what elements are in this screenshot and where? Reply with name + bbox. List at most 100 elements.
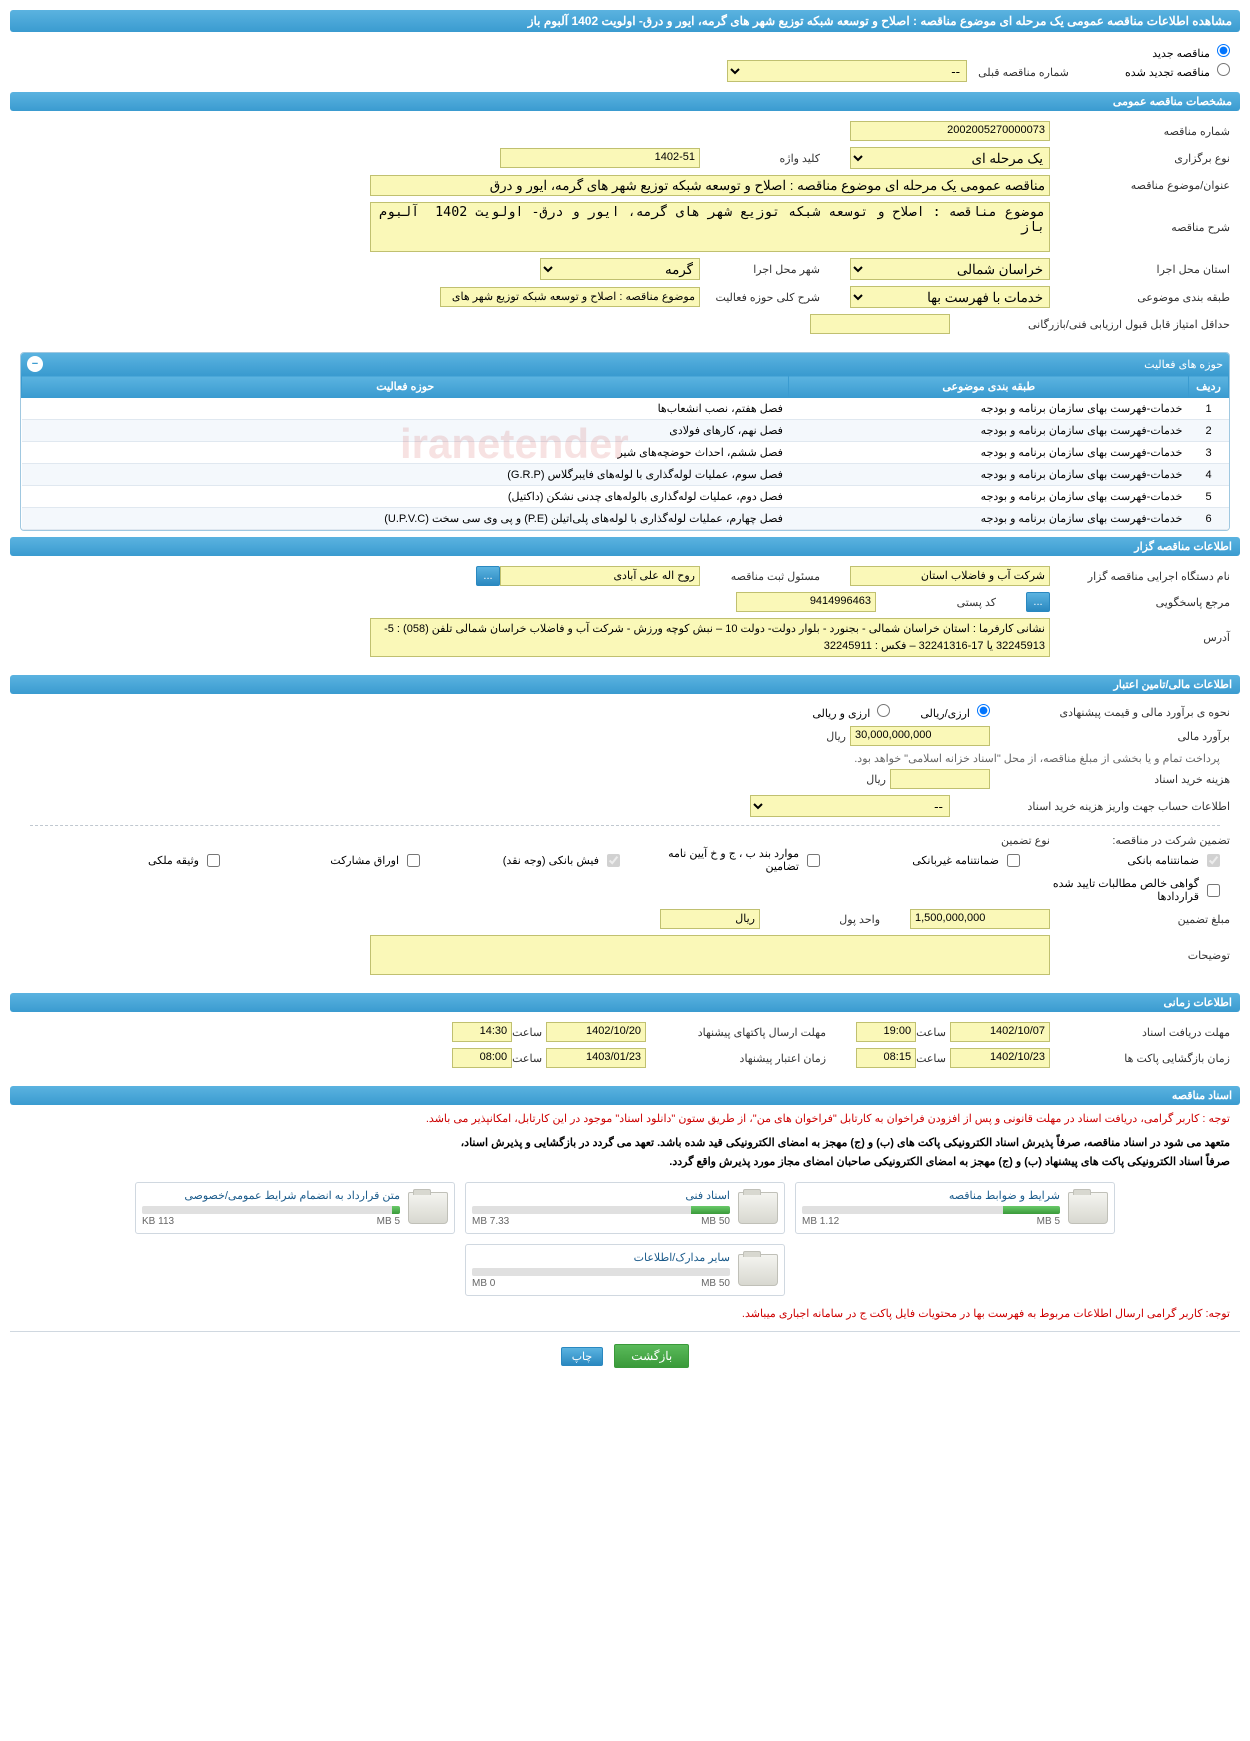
biddeadline-time: 14:30 [452, 1022, 512, 1042]
row-num: 6 [1189, 508, 1229, 530]
doc-card[interactable]: سایر مدارک/اطلاعات 50 MB0 MB [465, 1244, 785, 1296]
province-select[interactable]: خراسان شمالی [850, 258, 1050, 280]
notes-textarea[interactable] [370, 935, 1050, 975]
doc-title: متن قرارداد به انضمام شرایط عمومی/خصوصی [142, 1189, 400, 1202]
address-label: آدرس [1050, 631, 1230, 644]
row-category: خدمات-فهرست بهای سازمان برنامه و بودجه [789, 508, 1189, 530]
scope-label: شرح کلی حوزه فعالیت [700, 291, 820, 304]
chk-items-regulation[interactable]: موارد بند ب ، ج و خ آیین نامه تضامین [640, 847, 820, 873]
time-label-3: ساعت [916, 1052, 946, 1065]
chk-securities[interactable]: اوراق مشارکت [240, 847, 420, 873]
table-row: 6 خدمات-فهرست بهای سازمان برنامه و بودجه… [22, 508, 1229, 530]
chk-claims-cert[interactable]: گواهی خالص مطالبات تایید شده قراردادها [1040, 877, 1220, 903]
doc-info: اسناد فنی 50 MB7.33 MB [472, 1189, 730, 1227]
doc-sizes: 5 MB1.12 MB [802, 1216, 1060, 1227]
biddeadline-date: 1402/10/20 [546, 1022, 646, 1042]
doc-card[interactable]: شرایط و ضوابط مناقصه 5 MB1.12 MB [795, 1182, 1115, 1234]
rial-label-1: ریال [826, 730, 846, 743]
collapse-icon[interactable]: − [27, 356, 43, 372]
title-input[interactable] [370, 175, 1050, 196]
time-label-4: ساعت [512, 1052, 542, 1065]
col-row: ردیف [1189, 376, 1229, 398]
radio-new-tender[interactable]: مناقصه جدید [1152, 48, 1230, 60]
row-num: 1 [1189, 398, 1229, 420]
validity-time: 08:00 [452, 1048, 512, 1068]
row-activity: فصل ششم، احداث حوضچه‌های شیر [22, 442, 789, 464]
progress-bar [142, 1206, 400, 1214]
row-activity: فصل سوم، عملیات لوله‌گذاری با لوله‌های ف… [22, 464, 789, 486]
responsible-label: مسئول ثبت مناقصه [700, 570, 820, 583]
progress-bar [472, 1206, 730, 1214]
responsible-value: روح اله علی آبادی [500, 566, 700, 586]
type-label: نوع برگزاری [1050, 152, 1230, 165]
org-label: نام دستگاه اجرایی مناقصه گزار [1050, 570, 1230, 583]
time-label-2: ساعت [512, 1026, 542, 1039]
doc-card[interactable]: اسناد فنی 50 MB7.33 MB [465, 1182, 785, 1234]
minscore-value [810, 314, 950, 334]
validity-label: زمان اعتبار پیشنهاد [646, 1052, 826, 1065]
desc-label: شرح مناقصه [1050, 221, 1230, 234]
title-label: عنوان/موضوع مناقصه [1050, 179, 1230, 192]
biddeadline-label: مهلت ارسال پاکتهای پیشنهاد [646, 1026, 826, 1039]
radio-arzy-va-riali[interactable]: ارزی و ریالی [812, 704, 890, 720]
activities-box: حوزه های فعالیت − ردیف طبقه بندی موضوعی … [20, 352, 1230, 531]
doc-info: سایر مدارک/اطلاعات 50 MB0 MB [472, 1251, 730, 1289]
province-label: استان محل اجرا [1050, 263, 1230, 276]
estimate-value: 30,000,000,000 [850, 726, 990, 746]
print-button[interactable]: چاپ [561, 1347, 604, 1366]
progress-bar [802, 1206, 1060, 1214]
chk-property-deed[interactable]: وثیقه ملکی [40, 847, 220, 873]
estimate-label: برآورد مالی [990, 730, 1230, 743]
chk-nonbank-guarantee[interactable]: ضمانتنامه غیربانکی [840, 847, 1020, 873]
chk-bank-guarantee[interactable]: ضمانتنامه بانکی [1040, 847, 1220, 873]
col-category: طبقه بندی موضوعی [789, 376, 1189, 398]
desc-textarea[interactable]: موضوع مناقصه : اصلاح و توسعه شبکه توزیع … [370, 202, 1050, 252]
doc-title: اسناد فنی [472, 1189, 730, 1202]
folder-icon [1068, 1192, 1108, 1224]
docdeadline-time: 19:00 [856, 1022, 916, 1042]
postal-value: 9414996463 [736, 592, 876, 612]
separator [30, 825, 1220, 826]
row-activity: فصل چهارم، عملیات لوله‌گذاری با لوله‌های… [22, 508, 789, 530]
doc-info: متن قرارداد به انضمام شرایط عمومی/خصوصی … [142, 1189, 400, 1227]
category-select[interactable]: خدمات با فهرست بها [850, 286, 1050, 308]
city-select[interactable]: گرمه [540, 258, 700, 280]
section-timing: اطلاعات زمانی [10, 993, 1240, 1012]
row-num: 2 [1189, 420, 1229, 442]
org-value: شرکت آب و فاضلاب استان [850, 566, 1050, 586]
radio-renewed-tender[interactable]: مناقصه تجدید شده [1125, 67, 1230, 79]
row-activity: فصل دوم، عملیات لوله‌گذاری بالوله‌های چد… [22, 486, 789, 508]
doc-sizes: 50 MB0 MB [472, 1278, 730, 1289]
row-category: خدمات-فهرست بهای سازمان برنامه و بودجه [789, 398, 1189, 420]
responsible-more-button[interactable]: ... [476, 566, 500, 586]
method-label: نحوه ی برآورد مالی و قیمت پیشنهادی [990, 706, 1230, 719]
scope-value: موضوع مناقصه : اصلاح و توسعه شبکه توزیع … [440, 287, 700, 307]
prev-number-select[interactable]: -- [727, 60, 967, 82]
section-finance: اطلاعات مالی/تامین اعتبار [10, 675, 1240, 694]
depositacc-select[interactable]: -- [750, 795, 950, 817]
number-label: شماره مناقصه [1050, 125, 1230, 138]
row-activity: فصل نهم، کارهای فولادی [22, 420, 789, 442]
docs-warning-1: توجه : کاربر گرامی، دریافت اسناد در مهلت… [20, 1111, 1230, 1129]
section-docs: اسناد مناقصه [10, 1086, 1240, 1105]
progress-bar [472, 1268, 730, 1276]
folder-icon [738, 1254, 778, 1286]
docdeadline-label: مهلت دریافت اسناد [1050, 1026, 1230, 1039]
type-select[interactable]: یک مرحله ای [850, 147, 1050, 169]
responseref-label: مرجع پاسخگویی [1050, 596, 1230, 609]
rial-label-2: ریال [866, 773, 886, 786]
row-activity: فصل هفتم، نصب انشعاب‌ها [22, 398, 789, 420]
prev-number-label: شماره مناقصه قبلی [970, 67, 1069, 79]
radio-arzy-riali[interactable]: ارزی/ریالی [920, 704, 990, 720]
doc-sizes: 5 MB113 KB [142, 1216, 400, 1227]
folder-icon [738, 1192, 778, 1224]
doc-card[interactable]: متن قرارداد به انضمام شرایط عمومی/خصوصی … [135, 1182, 455, 1234]
doc-title: سایر مدارک/اطلاعات [472, 1251, 730, 1264]
col-activity: حوزه فعالیت [22, 376, 789, 398]
back-button[interactable]: بازگشت [614, 1344, 689, 1368]
keyword-value: 1402-51 [500, 148, 700, 168]
row-num: 5 [1189, 486, 1229, 508]
responseref-button[interactable]: ... [1026, 592, 1050, 612]
section-holder: اطلاعات مناقصه گزار [10, 537, 1240, 556]
chk-bank-receipt[interactable]: فیش بانکی (وجه نقد) [440, 847, 620, 873]
